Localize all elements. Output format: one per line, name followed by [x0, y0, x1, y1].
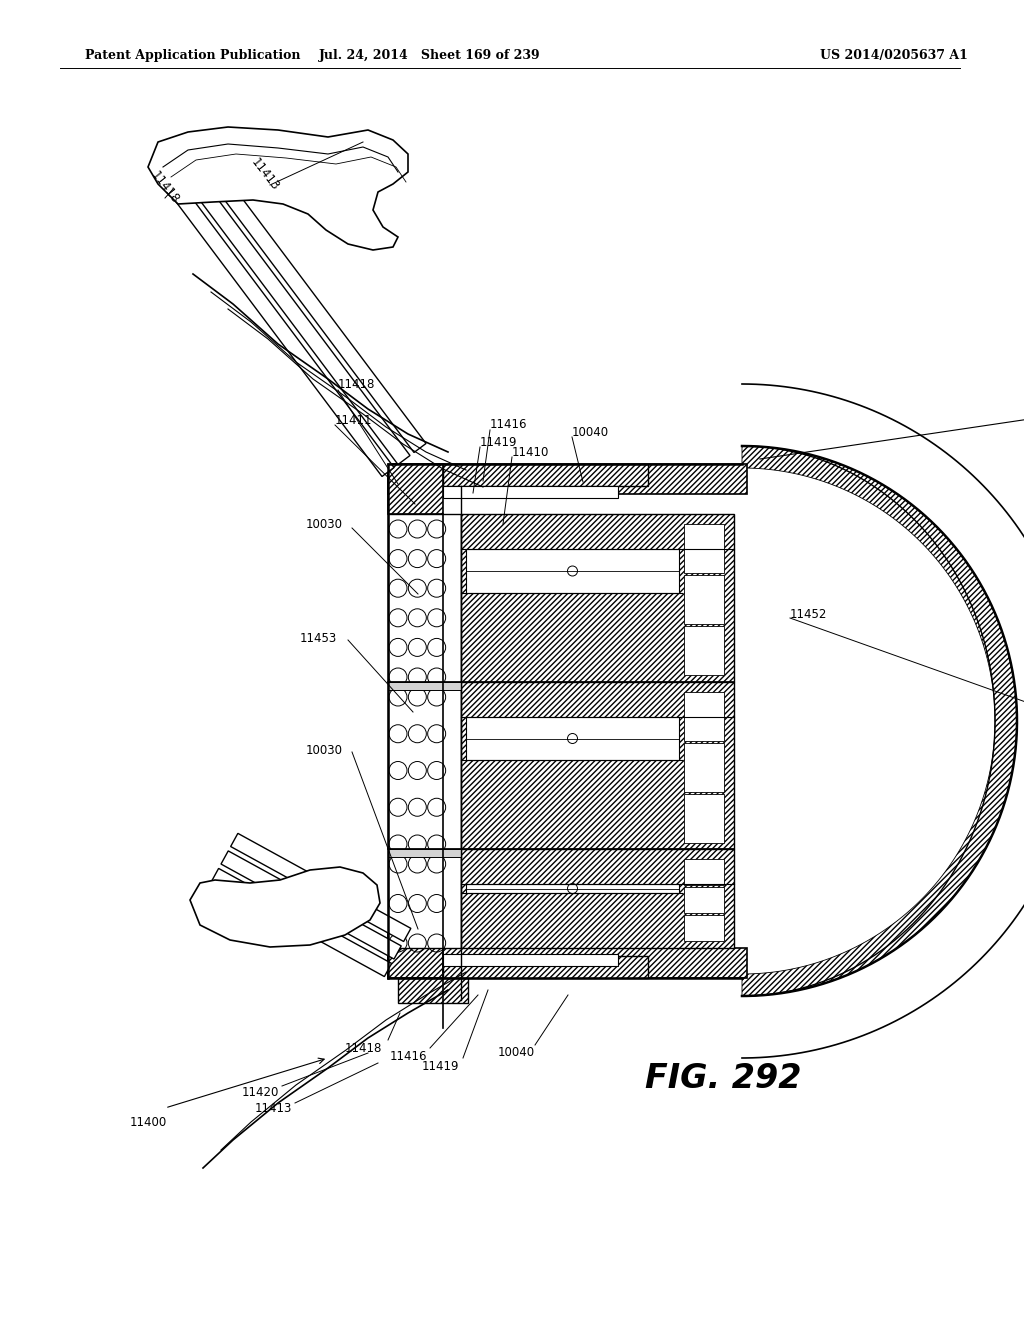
Bar [466, 717, 679, 760]
Text: 11419: 11419 [480, 436, 517, 449]
Bar [443, 954, 618, 966]
Polygon shape [148, 127, 408, 249]
Text: 10040: 10040 [498, 1047, 536, 1060]
Bar [684, 795, 724, 843]
Bar [388, 682, 461, 849]
Bar [388, 465, 746, 494]
Bar [684, 887, 724, 913]
Bar [388, 513, 461, 682]
Polygon shape [190, 867, 380, 946]
Text: 11420: 11420 [242, 1086, 280, 1100]
Bar [461, 849, 734, 948]
Bar [443, 465, 648, 486]
Text: 11452: 11452 [790, 609, 827, 622]
Bar [684, 692, 724, 741]
Text: 11419: 11419 [422, 1060, 460, 1072]
Polygon shape [230, 833, 411, 941]
Bar [388, 849, 461, 857]
Bar [684, 524, 724, 573]
Text: Patent Application Publication: Patent Application Publication [85, 49, 300, 62]
Text: FIG. 292: FIG. 292 [645, 1061, 802, 1094]
Text: US 2014/0205637 A1: US 2014/0205637 A1 [820, 49, 968, 62]
Bar [461, 513, 734, 682]
Bar [443, 956, 648, 978]
Text: 11416: 11416 [490, 418, 527, 432]
Text: 11416: 11416 [390, 1049, 427, 1063]
Text: 11418: 11418 [345, 1041, 382, 1055]
Bar [461, 682, 734, 849]
Bar [388, 948, 746, 978]
Text: 11418: 11418 [148, 169, 181, 207]
Text: 11413: 11413 [255, 1101, 293, 1114]
Bar [398, 978, 468, 1003]
Bar [388, 682, 461, 690]
Polygon shape [221, 851, 401, 960]
Text: 11453: 11453 [300, 631, 337, 644]
Bar [443, 486, 618, 498]
Bar [684, 743, 724, 792]
Polygon shape [742, 446, 1017, 997]
Text: 10030: 10030 [306, 519, 343, 532]
Text: 11410: 11410 [512, 446, 549, 458]
Bar [388, 849, 461, 948]
Bar [684, 859, 724, 884]
Bar [684, 576, 724, 624]
Bar [388, 465, 443, 513]
Text: 10040: 10040 [572, 425, 609, 438]
Bar [388, 928, 443, 978]
Bar [684, 915, 724, 941]
Polygon shape [204, 164, 426, 453]
Polygon shape [188, 176, 410, 465]
Bar [684, 626, 724, 675]
Bar [466, 549, 679, 593]
Text: Jul. 24, 2014   Sheet 169 of 239: Jul. 24, 2014 Sheet 169 of 239 [319, 49, 541, 62]
Bar [466, 884, 679, 894]
Polygon shape [211, 869, 391, 977]
Text: 11400: 11400 [130, 1117, 167, 1130]
Polygon shape [172, 187, 394, 477]
Text: 11411: 11411 [335, 413, 373, 426]
Text: 11418: 11418 [338, 379, 376, 392]
Text: 10030: 10030 [306, 743, 343, 756]
Text: 11413: 11413 [248, 156, 282, 194]
